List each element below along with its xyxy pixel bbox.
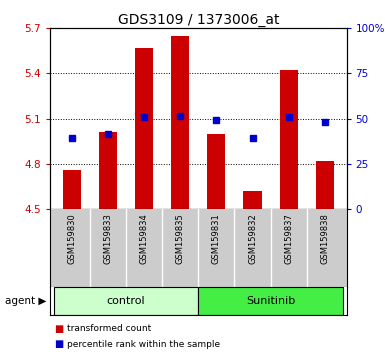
Title: GDS3109 / 1373006_at: GDS3109 / 1373006_at [117,13,279,27]
Bar [171,36,189,209]
Bar [280,70,298,209]
Bar [54,287,198,315]
Text: GSM159833: GSM159833 [104,213,112,264]
Text: percentile rank within the sample: percentile rank within the sample [67,340,221,349]
Text: GSM159831: GSM159831 [212,213,221,263]
Text: GSM159832: GSM159832 [248,213,257,263]
Bar [99,132,117,209]
Text: transformed count: transformed count [67,324,152,333]
Bar [135,48,153,209]
Text: Sunitinib: Sunitinib [246,296,295,306]
Text: GSM159837: GSM159837 [284,213,293,264]
Text: GSM159838: GSM159838 [320,213,329,264]
Bar [207,133,225,209]
Text: agent ▶: agent ▶ [5,296,46,306]
Text: control: control [107,296,145,306]
Bar [316,161,334,209]
Bar [243,191,261,209]
Bar [63,170,81,209]
Text: GSM159834: GSM159834 [139,213,149,263]
Text: GSM159835: GSM159835 [176,213,185,263]
Bar [198,287,343,315]
Text: ■: ■ [54,324,63,334]
Text: GSM159830: GSM159830 [67,213,76,263]
Text: ■: ■ [54,339,63,349]
